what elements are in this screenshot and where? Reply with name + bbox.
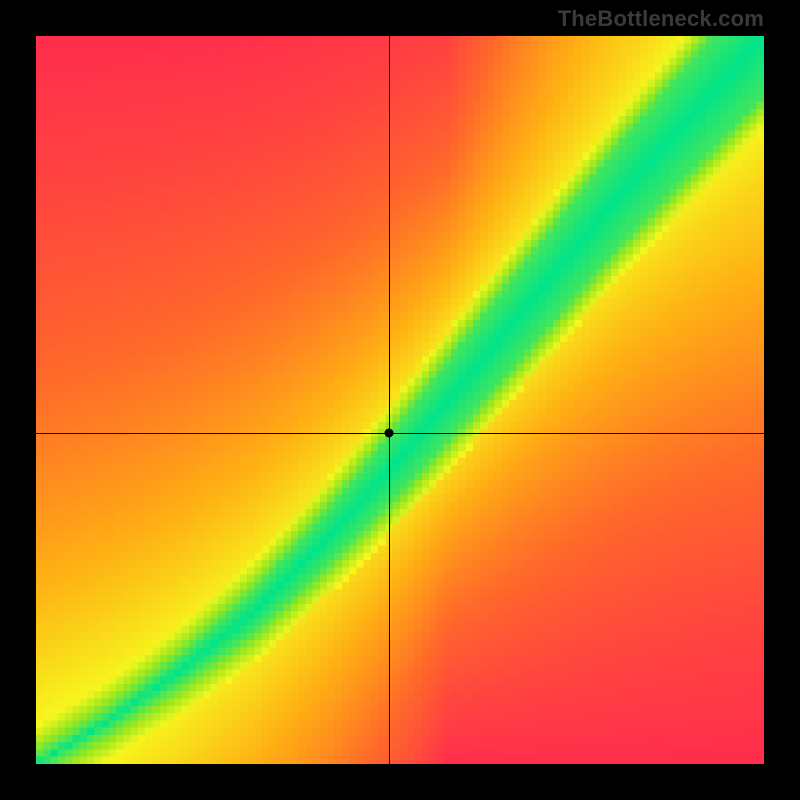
crosshair-marker	[385, 428, 394, 437]
crosshair-vertical	[389, 36, 390, 764]
crosshair-horizontal	[36, 433, 764, 434]
chart-container: TheBottleneck.com	[0, 0, 800, 800]
plot-area	[36, 36, 764, 764]
watermark-text: TheBottleneck.com	[558, 6, 764, 32]
heatmap-canvas	[36, 36, 764, 764]
